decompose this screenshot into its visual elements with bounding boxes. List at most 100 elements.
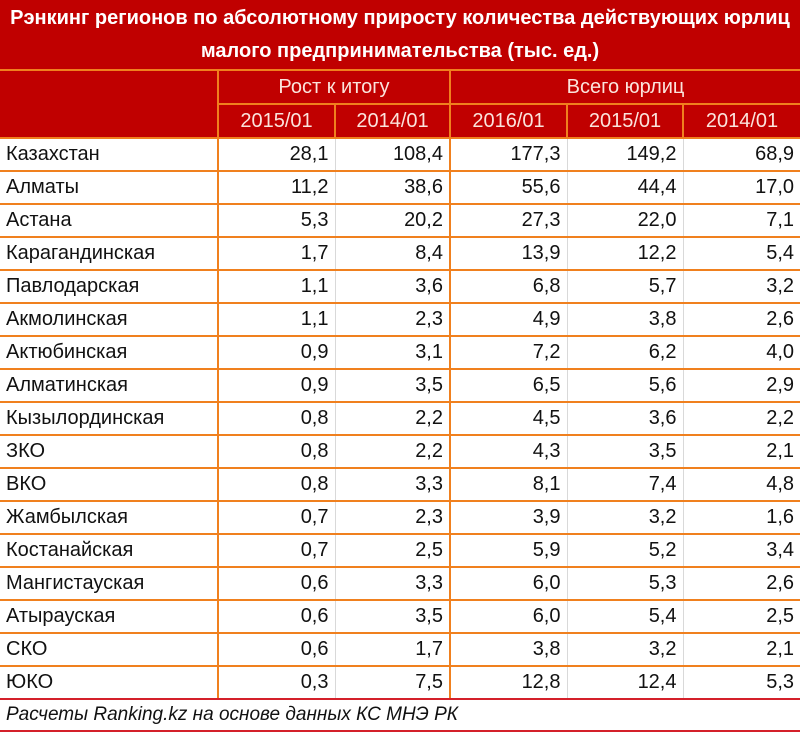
subheader-row: 2015/01 2014/01 2016/01 2015/01 2014/01: [0, 103, 800, 139]
total-2015-value: 3,2: [567, 501, 684, 535]
growth-2014-value: 3,5: [335, 600, 451, 634]
growth-2014-value: 2,2: [335, 435, 451, 469]
table-row: ВКО 0,8 3,3 8,1 7,4 4,8: [0, 468, 800, 502]
total-2014-value: 17,0: [683, 171, 800, 205]
total-2016-value: 4,3: [450, 435, 568, 469]
total-2016-value: 6,0: [450, 567, 568, 601]
total-2015-value: 3,5: [567, 435, 684, 469]
table-row: СКО 0,6 1,7 3,8 3,2 2,1: [0, 633, 800, 667]
footer-row: Расчеты Ranking.kz на основе данных КС М…: [0, 699, 800, 732]
total-2016-value: 55,6: [450, 171, 568, 205]
growth-2015-value: 0,6: [218, 567, 336, 601]
region-name: ЗКО: [0, 435, 219, 469]
table-row: Кызылординская 0,8 2,2 4,5 3,6 2,2: [0, 402, 800, 436]
total-2016-value: 6,5: [450, 369, 568, 403]
growth-2014-value: 108,4: [335, 138, 451, 172]
total-2015-value: 12,2: [567, 237, 684, 271]
region-name: Карагандинская: [0, 237, 219, 271]
table-row: Жамбылская 0,7 2,3 3,9 3,2 1,6: [0, 501, 800, 535]
total-2016-value: 27,3: [450, 204, 568, 238]
region-name: Павлодарская: [0, 270, 219, 304]
table-title: Рэнкинг регионов по абсолютному приросту…: [0, 0, 800, 71]
region-name: Костанайская: [0, 534, 219, 568]
growth-2015-value: 11,2: [218, 171, 336, 205]
total-2015-value: 5,6: [567, 369, 684, 403]
source-note: Расчеты Ranking.kz на основе данных КС М…: [0, 699, 800, 732]
growth-2015-value: 0,8: [218, 402, 336, 436]
total-2016-value: 5,9: [450, 534, 568, 568]
total-2014-value: 2,1: [683, 633, 800, 667]
total-2014-value: 3,2: [683, 270, 800, 304]
total-2014-value: 2,9: [683, 369, 800, 403]
table-row: Казахстан 28,1 108,4 177,3 149,2 68,9: [0, 138, 800, 172]
total-2015-value: 3,6: [567, 402, 684, 436]
growth-2014-value: 7,5: [335, 666, 451, 700]
total-2014-value: 1,6: [683, 501, 800, 535]
growth-2014-value: 1,7: [335, 633, 451, 667]
total-2016-value: 6,0: [450, 600, 568, 634]
region-name: Алматинская: [0, 369, 219, 403]
growth-2015-value: 0,6: [218, 633, 336, 667]
region-name: Астана: [0, 204, 219, 238]
total-2014-value: 4,0: [683, 336, 800, 370]
table-row: Акмолинская 1,1 2,3 4,9 3,8 2,6: [0, 303, 800, 337]
total-2015-value: 7,4: [567, 468, 684, 502]
subheader-total-2015: 2015/01: [566, 103, 684, 139]
total-2014-value: 7,1: [683, 204, 800, 238]
total-2014-value: 2,1: [683, 435, 800, 469]
total-2015-value: 22,0: [567, 204, 684, 238]
total-2016-value: 13,9: [450, 237, 568, 271]
growth-2015-value: 0,8: [218, 435, 336, 469]
region-name: СКО: [0, 633, 219, 667]
growth-2015-value: 0,9: [218, 336, 336, 370]
growth-2015-value: 1,1: [218, 270, 336, 304]
group-header-total: Всего юрлиц: [448, 69, 800, 105]
total-2016-value: 4,5: [450, 402, 568, 436]
total-2014-value: 5,4: [683, 237, 800, 271]
total-2014-value: 3,4: [683, 534, 800, 568]
growth-2014-value: 2,5: [335, 534, 451, 568]
table-row: Атырауская 0,6 3,5 6,0 5,4 2,5: [0, 600, 800, 634]
growth-2014-value: 3,5: [335, 369, 451, 403]
table-row: Мангистауская 0,6 3,3 6,0 5,3 2,6: [0, 567, 800, 601]
region-name: Актюбинская: [0, 336, 219, 370]
table-row: Павлодарская 1,1 3,6 6,8 5,7 3,2: [0, 270, 800, 304]
growth-2014-value: 3,3: [335, 468, 451, 502]
growth-2014-value: 2,3: [335, 501, 451, 535]
region-name: Алматы: [0, 171, 219, 205]
total-2014-value: 2,6: [683, 567, 800, 601]
growth-2014-value: 3,3: [335, 567, 451, 601]
table-row: Алматинская 0,9 3,5 6,5 5,6 2,9: [0, 369, 800, 403]
region-header-blank: [0, 69, 219, 139]
growth-2014-value: 8,4: [335, 237, 451, 271]
region-name: ЮКО: [0, 666, 219, 700]
total-2015-value: 12,4: [567, 666, 684, 700]
total-2015-value: 149,2: [567, 138, 684, 172]
total-2015-value: 3,2: [567, 633, 684, 667]
subheader-growth-2015: 2015/01: [217, 103, 336, 139]
growth-2014-value: 2,2: [335, 402, 451, 436]
region-name: ВКО: [0, 468, 219, 502]
region-name: Акмолинская: [0, 303, 219, 337]
growth-2014-value: 20,2: [335, 204, 451, 238]
growth-2014-value: 2,3: [335, 303, 451, 337]
total-2015-value: 5,4: [567, 600, 684, 634]
subheader-total-2014: 2014/01: [681, 103, 800, 139]
total-2014-value: 2,2: [683, 402, 800, 436]
growth-2014-value: 3,1: [335, 336, 451, 370]
region-name: Кызылординская: [0, 402, 219, 436]
growth-2015-value: 0,7: [218, 501, 336, 535]
growth-2014-value: 38,6: [335, 171, 451, 205]
table-row: Алматы 11,2 38,6 55,6 44,4 17,0: [0, 171, 800, 205]
table-row: Астана 5,3 20,2 27,3 22,0 7,1: [0, 204, 800, 238]
region-name: Атырауская: [0, 600, 219, 634]
growth-2015-value: 1,7: [218, 237, 336, 271]
region-name: Мангистауская: [0, 567, 219, 601]
region-name: Казахстан: [0, 138, 219, 172]
total-2016-value: 7,2: [450, 336, 568, 370]
total-2015-value: 6,2: [567, 336, 684, 370]
total-2016-value: 12,8: [450, 666, 568, 700]
region-name: Жамбылская: [0, 501, 219, 535]
table-row: ЮКО 0,3 7,5 12,8 12,4 5,3: [0, 666, 800, 700]
